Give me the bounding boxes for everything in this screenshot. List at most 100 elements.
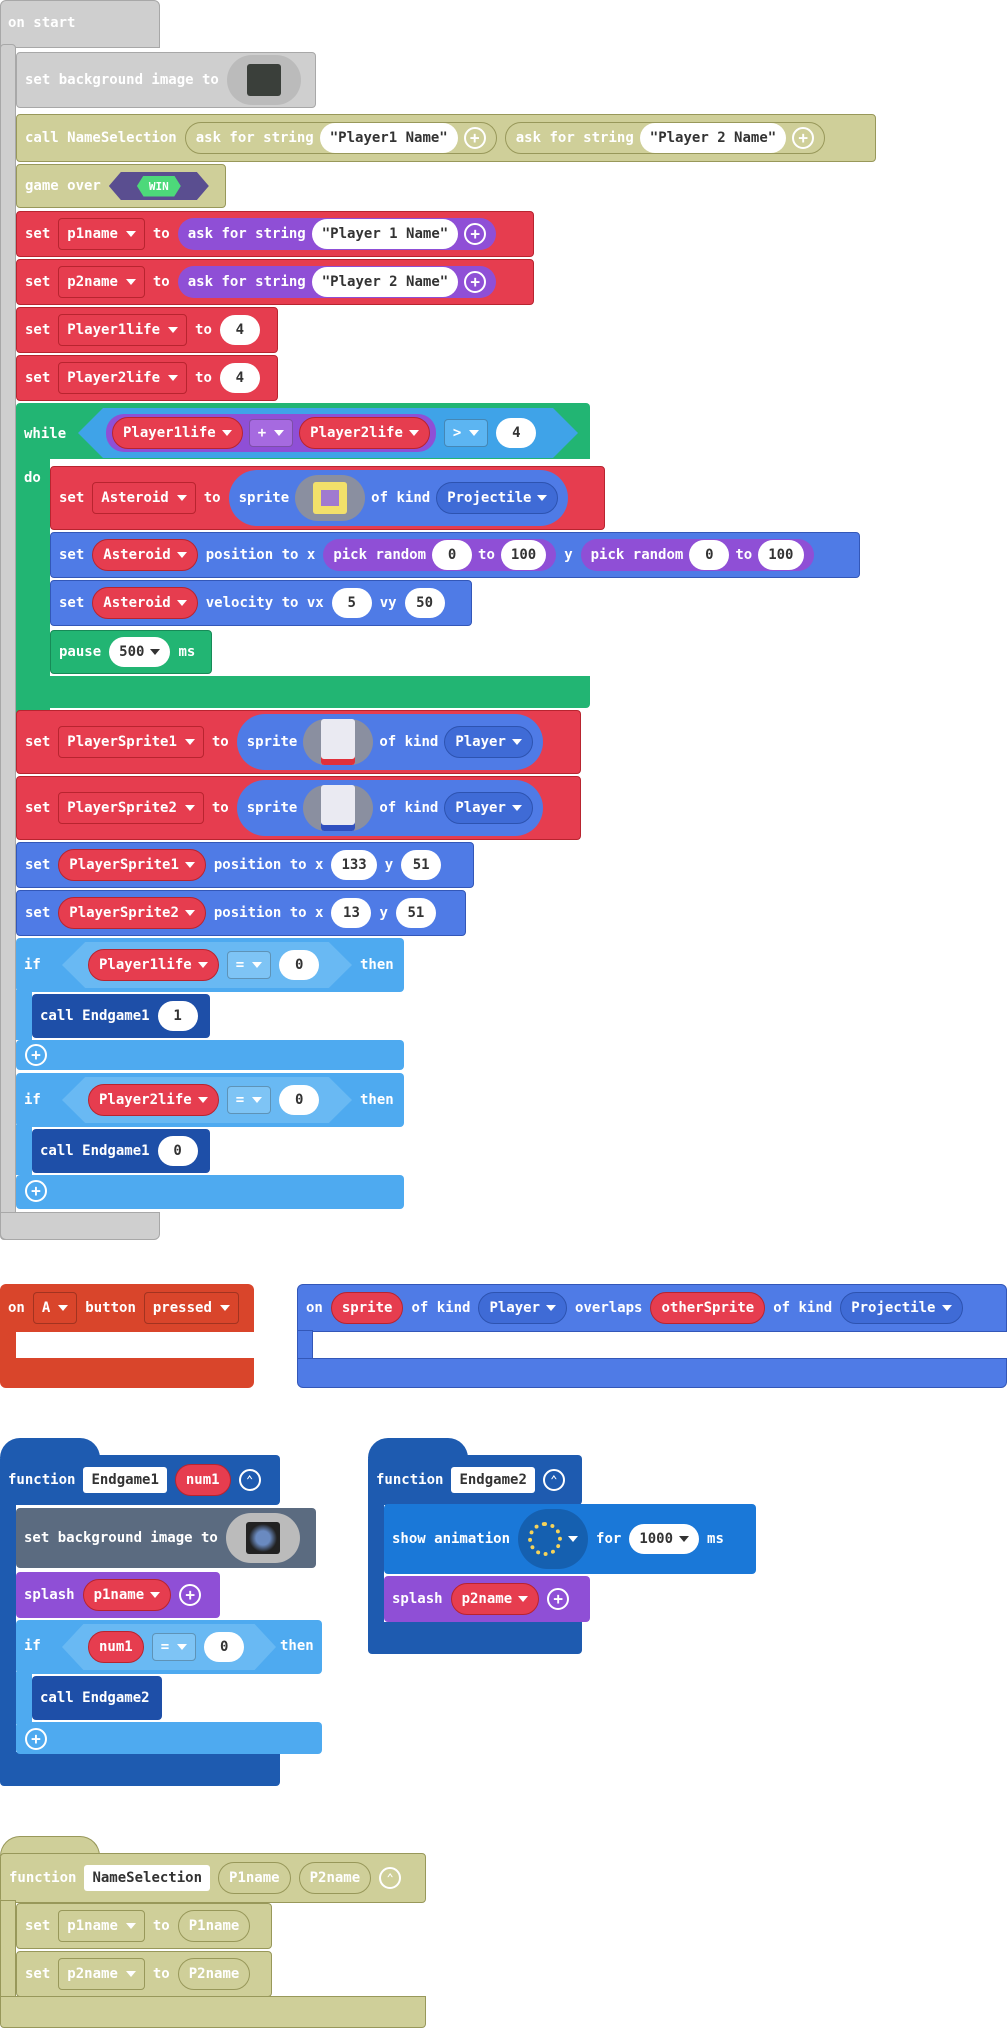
function-endgame2-block[interactable]: function Endgame2 ⌃ — [368, 1455, 582, 1505]
param-num1[interactable]: num1 — [88, 1631, 144, 1663]
number-input[interactable]: 1 — [157, 1001, 198, 1031]
sprite-create-block[interactable]: sprite of kind Player — [236, 780, 543, 836]
collapse-chevron-up-icon[interactable]: ⌃ — [238, 1469, 261, 1491]
number-input[interactable]: 0 — [279, 1085, 320, 1115]
param-p2name[interactable]: P2name — [177, 1958, 251, 1990]
var-dropdown[interactable]: Player1life — [58, 314, 188, 346]
event-dropdown[interactable]: pressed — [143, 1292, 239, 1324]
add-else-plus-icon[interactable]: + — [25, 1044, 47, 1066]
set-p1name-block[interactable]: set p1name to P1name — [16, 1903, 272, 1949]
add-expression[interactable]: Player1life + Player2life — [106, 414, 436, 452]
while-condition[interactable]: Player1life + Player2life > 4 — [78, 408, 578, 458]
splash-p2name-block[interactable]: splash p2name + — [384, 1576, 590, 1622]
image-picker[interactable] — [225, 1513, 300, 1563]
var-player2life[interactable]: Player2life — [299, 417, 430, 449]
call-endgame1-block[interactable]: call Endgame1 1 — [32, 994, 210, 1038]
sprite-image-picker[interactable] — [303, 719, 374, 765]
function-nameselection-block[interactable]: function NameSelection P1name P2name ⌃ — [0, 1853, 426, 1903]
number-input[interactable]: 0 — [432, 540, 473, 570]
string-input[interactable]: "Player 2 Name" — [311, 267, 459, 297]
win-dropdown[interactable]: WIN — [108, 172, 209, 200]
if-condition[interactable]: Player1life = 0 — [62, 942, 352, 988]
number-input[interactable]: 0 — [157, 1136, 198, 1166]
set-p1name-block[interactable]: set p1name to ask for string "Player 1 N… — [16, 211, 534, 257]
function-endgame1-block[interactable]: function Endgame1 num1 ⌃ — [0, 1455, 280, 1505]
var-dropdown[interactable]: p1name — [58, 1910, 145, 1942]
set-player2life-block[interactable]: set Player2life to 4 — [16, 355, 278, 401]
othersprite-param[interactable]: otherSprite — [650, 1292, 766, 1324]
splash-p1name-block[interactable]: splash p1name + — [16, 1572, 220, 1618]
var-dropdown[interactable]: Asteroid — [92, 539, 198, 571]
var-dropdown[interactable]: p1name — [58, 218, 145, 250]
plus-icon[interactable]: + — [464, 223, 487, 245]
var-player1life[interactable]: Player1life — [88, 949, 219, 981]
ask-string-1[interactable]: ask for string "Player1 Name" + — [184, 122, 497, 154]
number-input[interactable]: 0 — [279, 950, 320, 980]
kind-dropdown[interactable]: Projectile — [840, 1292, 963, 1324]
add-else-plus-icon[interactable]: + — [25, 1728, 47, 1750]
number-input[interactable]: 4 — [496, 418, 537, 448]
op-dropdown[interactable]: = — [226, 1086, 272, 1114]
call-nameselection-block[interactable]: call NameSelection ask for string "Playe… — [16, 114, 876, 162]
var-dropdown[interactable]: PlayerSprite2 — [58, 792, 204, 824]
call-endgame1-block[interactable]: call Endgame1 0 — [32, 1129, 210, 1173]
function-name-field[interactable]: Endgame1 — [83, 1467, 167, 1493]
if-condition[interactable]: Player2life = 0 — [62, 1077, 352, 1123]
number-input[interactable]: 4 — [219, 315, 260, 345]
string-input-1[interactable]: "Player1 Name" — [319, 123, 458, 153]
string-input-2[interactable]: "Player 2 Name" — [639, 123, 787, 153]
op-dropdown[interactable]: = — [151, 1633, 197, 1661]
function-name-field[interactable]: Endgame2 — [451, 1467, 535, 1493]
var-dropdown[interactable]: PlayerSprite1 — [58, 726, 204, 758]
number-input[interactable]: 100 — [500, 540, 547, 570]
param-p1name[interactable]: P1name — [177, 1910, 251, 1942]
set-asteroid-velocity-block[interactable]: set Asteroid velocity to vx 5 vy 50 — [50, 580, 472, 626]
set-asteroid-position-block[interactable]: set Asteroid position to x pick random 0… — [50, 532, 860, 578]
on-start-block[interactable] — [0, 0, 160, 48]
ask-string-2[interactable]: ask for string "Player 2 Name" + — [504, 122, 826, 154]
kind-dropdown[interactable]: Projectile — [436, 482, 559, 514]
number-input[interactable]: 0 — [204, 1632, 245, 1662]
number-input[interactable]: 50 — [404, 588, 445, 618]
number-input[interactable]: 5 — [331, 588, 372, 618]
set-asteroid-sprite-block[interactable]: set Asteroid to sprite of kind Projectil… — [50, 466, 605, 530]
var-dropdown[interactable]: Asteroid — [92, 587, 198, 619]
sprite-create-block[interactable]: sprite of kind Player — [236, 714, 543, 770]
set-background-block[interactable]: set background image to — [16, 1508, 316, 1568]
ask-string-block[interactable]: ask for string "Player 1 Name" + — [177, 218, 497, 250]
on-overlap-block[interactable]: on sprite of kind Player overlaps otherS… — [297, 1284, 1007, 1332]
plus-icon[interactable]: + — [547, 1588, 570, 1610]
string-input[interactable]: "Player 1 Name" — [311, 219, 459, 249]
set-playersprite1-block[interactable]: set PlayerSprite1 to sprite of kind Play… — [16, 710, 581, 774]
var-dropdown[interactable]: p2name — [58, 1958, 145, 1990]
plus-icon[interactable]: + — [179, 1584, 202, 1606]
number-input[interactable]: 51 — [401, 850, 442, 880]
set-player1life-block[interactable]: set Player1life to 4 — [16, 307, 278, 353]
sprite-param[interactable]: sprite — [330, 1292, 404, 1324]
op-dropdown[interactable]: = — [226, 951, 272, 979]
var-dropdown[interactable]: p1name — [82, 1579, 172, 1611]
plus-icon[interactable]: + — [463, 127, 486, 149]
function-name-field[interactable]: NameSelection — [84, 1865, 211, 1891]
if-condition[interactable]: num1 = 0 — [62, 1624, 276, 1670]
show-animation-block[interactable]: show animation for 1000 ms — [384, 1504, 756, 1574]
pause-dropdown[interactable]: 500 — [109, 637, 171, 667]
pick-random-x[interactable]: pick random 0 to 100 — [323, 539, 557, 571]
image-picker[interactable] — [226, 55, 301, 105]
set-playersprite1-position-block[interactable]: set PlayerSprite1 position to x 133 y 51 — [16, 842, 474, 888]
var-dropdown[interactable]: Asteroid — [92, 482, 196, 514]
kind-dropdown[interactable]: Player — [444, 726, 533, 758]
sprite-image-picker[interactable] — [303, 785, 374, 831]
add-else-plus-icon[interactable]: + — [25, 1180, 47, 1202]
param-p2name[interactable]: P2name — [298, 1862, 372, 1894]
op-dropdown[interactable]: + — [248, 419, 294, 447]
var-dropdown[interactable]: PlayerSprite2 — [58, 897, 206, 929]
compare-dropdown[interactable]: > — [443, 419, 489, 447]
number-input[interactable]: 4 — [219, 363, 260, 393]
var-player2life[interactable]: Player2life — [88, 1084, 219, 1116]
plus-icon[interactable]: + — [464, 271, 487, 293]
plus-icon[interactable]: + — [792, 127, 815, 149]
button-dropdown[interactable]: A — [32, 1292, 78, 1324]
pause-block[interactable]: pause 500 ms — [50, 630, 212, 674]
sprite-image-picker[interactable] — [295, 475, 366, 521]
